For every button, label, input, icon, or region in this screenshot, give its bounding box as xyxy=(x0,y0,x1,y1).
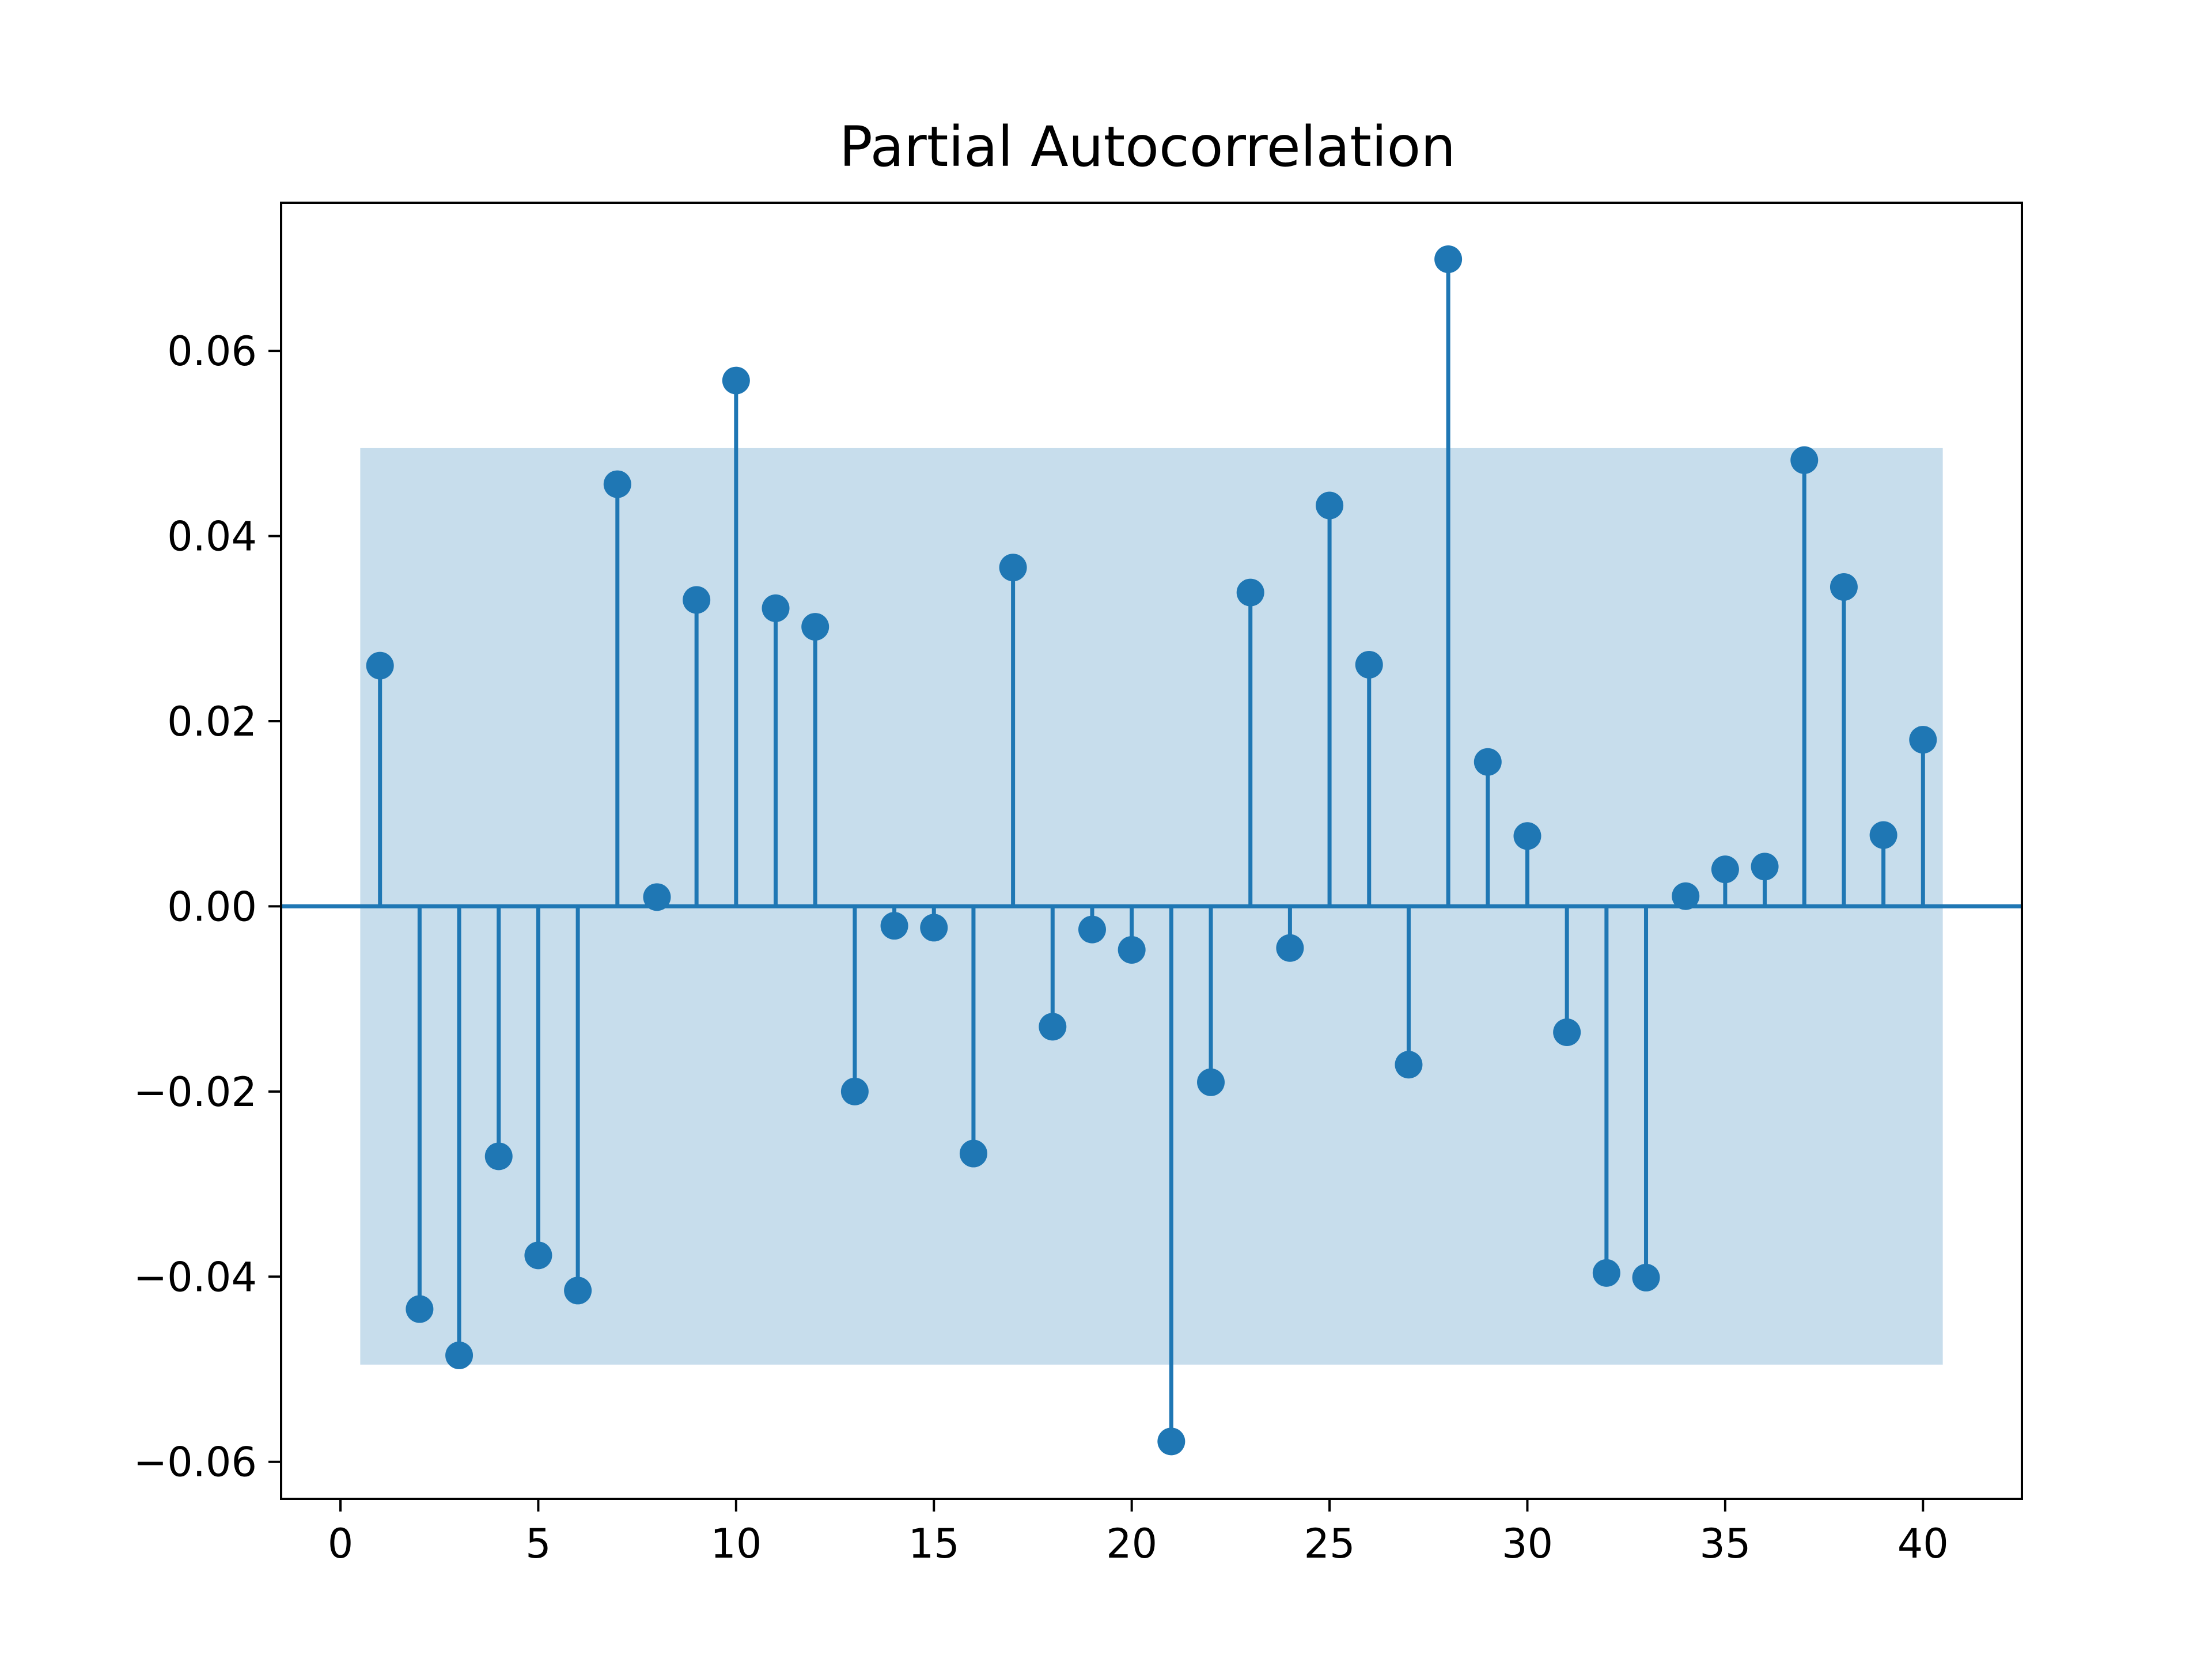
x-tick-label: 10 xyxy=(710,1520,762,1567)
stem-marker xyxy=(722,366,750,395)
stem-marker xyxy=(1513,822,1541,850)
stem-marker xyxy=(1474,748,1502,776)
stem-marker xyxy=(1909,726,1937,754)
y-tick-label: 0.00 xyxy=(167,883,257,930)
stem-marker xyxy=(1672,882,1700,910)
x-tick-label: 15 xyxy=(908,1520,960,1567)
y-tick-label: −0.06 xyxy=(133,1439,257,1486)
chart-title: Partial Autocorrelation xyxy=(839,115,1456,179)
axes-frame xyxy=(280,202,2023,1500)
axes: 0 5 10 15 20 25 30 35 40 −0.06 −0.04 −0.02 0.00 0.02 0… xyxy=(133,202,2023,1567)
stem-marker xyxy=(1434,245,1463,274)
stem-marker xyxy=(959,1139,987,1168)
stem-marker xyxy=(1078,915,1106,944)
stem-marker xyxy=(1751,853,1779,881)
stem-marker xyxy=(1711,855,1739,884)
stem-marker xyxy=(524,1241,552,1270)
stem-marker xyxy=(1355,650,1383,679)
stem-marker xyxy=(840,1077,869,1105)
stem-marker xyxy=(1869,821,1897,849)
x-tick-label: 20 xyxy=(1106,1520,1157,1567)
stem-marker xyxy=(801,613,830,641)
stem-marker xyxy=(366,652,394,680)
x-tick-label: 25 xyxy=(1304,1520,1355,1567)
plot-area xyxy=(281,245,2022,1456)
stem-marker xyxy=(999,554,1027,582)
x-tick-label: 35 xyxy=(1699,1520,1751,1567)
stem-marker xyxy=(1197,1068,1225,1096)
stem-marker xyxy=(484,1142,513,1171)
stem-marker xyxy=(1276,934,1304,962)
stem-marker xyxy=(1157,1427,1185,1456)
stem-marker xyxy=(1316,491,1344,520)
stem-marker xyxy=(1236,578,1264,607)
stem-marker xyxy=(1395,1051,1423,1079)
x-tick-label: 5 xyxy=(525,1520,551,1567)
stem-marker xyxy=(406,1295,434,1323)
stem-marker xyxy=(762,594,790,622)
y-tick-label: 0.06 xyxy=(167,328,257,375)
stem-marker xyxy=(1790,446,1819,474)
stem-marker xyxy=(1553,1018,1581,1046)
stem-marker xyxy=(1039,1013,1067,1041)
x-tick-label: 0 xyxy=(328,1520,354,1567)
stem-marker xyxy=(1118,935,1146,964)
stem-marker xyxy=(445,1341,474,1369)
stem-marker xyxy=(643,883,671,911)
x-tick-label: 30 xyxy=(1502,1520,1553,1567)
stem-marker xyxy=(880,912,908,940)
y-tick-label: 0.04 xyxy=(167,513,257,560)
stem-marker xyxy=(1632,1263,1660,1291)
stem-marker xyxy=(683,586,711,614)
y-tick-label: −0.02 xyxy=(133,1069,257,1116)
stem-marker xyxy=(1592,1259,1620,1287)
y-tick-label: 0.02 xyxy=(167,698,257,745)
y-tick-label: −0.04 xyxy=(133,1253,257,1301)
x-tick-label: 40 xyxy=(1897,1520,1949,1567)
stem-marker xyxy=(1830,573,1858,601)
stem-marker xyxy=(564,1277,592,1305)
stem-marker xyxy=(603,470,631,498)
stem-marker xyxy=(920,914,948,942)
